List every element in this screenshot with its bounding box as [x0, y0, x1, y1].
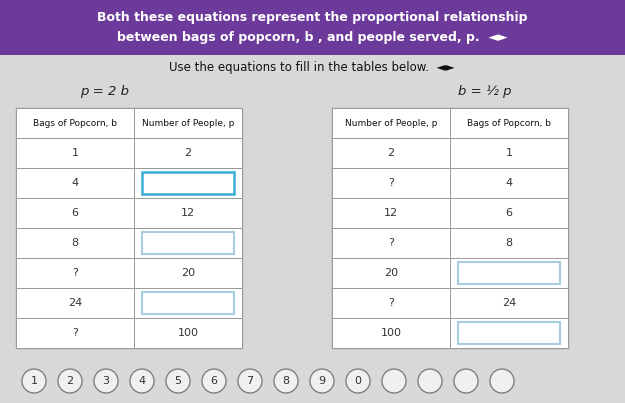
Bar	[134, 318, 242, 348]
Bar	[450, 168, 568, 198]
Text: between bags of popcorn, b , and people served, p.  ◄►: between bags of popcorn, b , and people …	[117, 31, 508, 44]
Bar	[134, 198, 242, 228]
Text: Use the equations to fill in the tables below.  ◄►: Use the equations to fill in the tables …	[169, 62, 455, 75]
Bar	[450, 228, 568, 258]
Text: ?: ?	[388, 178, 394, 188]
Bar	[0, 0, 625, 55]
Circle shape	[130, 369, 154, 393]
Text: 12: 12	[384, 208, 398, 218]
Bar	[332, 108, 450, 138]
Bar	[16, 198, 134, 228]
Text: 6: 6	[211, 376, 217, 386]
Bar	[332, 288, 450, 318]
Text: p = 2 b: p = 2 b	[81, 85, 129, 98]
Text: 20: 20	[181, 268, 195, 278]
Text: 6: 6	[506, 208, 512, 218]
Text: ?: ?	[388, 238, 394, 248]
Circle shape	[454, 369, 478, 393]
Text: ?: ?	[72, 268, 78, 278]
Circle shape	[274, 369, 298, 393]
Circle shape	[238, 369, 262, 393]
Bar	[142, 292, 234, 314]
Text: 100: 100	[177, 328, 199, 338]
Text: 1: 1	[506, 148, 512, 158]
Bar	[16, 108, 134, 138]
Bar	[134, 228, 242, 258]
Text: 100: 100	[381, 328, 401, 338]
Text: ?: ?	[72, 328, 78, 338]
Text: 6: 6	[71, 208, 79, 218]
Bar	[332, 138, 450, 168]
Bar	[16, 168, 134, 198]
Text: Bags of Popcorn, b: Bags of Popcorn, b	[33, 118, 117, 127]
Circle shape	[58, 369, 82, 393]
Bar	[134, 138, 242, 168]
Text: 12: 12	[181, 208, 195, 218]
Bar	[450, 288, 568, 318]
Bar	[332, 168, 450, 198]
Circle shape	[202, 369, 226, 393]
Bar	[450, 318, 568, 348]
Text: 0: 0	[354, 376, 361, 386]
Bar	[134, 258, 242, 288]
Bar	[16, 138, 134, 168]
Circle shape	[490, 369, 514, 393]
Text: Number of People, p: Number of People, p	[345, 118, 438, 127]
Text: Both these equations represent the proportional relationship: Both these equations represent the propo…	[97, 10, 528, 23]
Text: 9: 9	[319, 376, 326, 386]
Bar	[332, 258, 450, 288]
Bar	[16, 288, 134, 318]
Circle shape	[166, 369, 190, 393]
Text: 7: 7	[246, 376, 254, 386]
Circle shape	[310, 369, 334, 393]
Bar	[450, 258, 568, 288]
Text: 3: 3	[102, 376, 109, 386]
Bar	[450, 108, 568, 138]
Circle shape	[418, 369, 442, 393]
Bar	[332, 198, 450, 228]
Text: 24: 24	[68, 298, 82, 308]
Text: 8: 8	[71, 238, 79, 248]
Text: Bags of Popcorn, b: Bags of Popcorn, b	[467, 118, 551, 127]
Text: 2: 2	[66, 376, 74, 386]
Bar	[16, 258, 134, 288]
Bar	[450, 198, 568, 228]
Bar	[142, 172, 234, 194]
Text: 1: 1	[31, 376, 38, 386]
Text: 4: 4	[71, 178, 79, 188]
Bar	[16, 318, 134, 348]
Bar	[332, 108, 568, 348]
Text: b = ½ p: b = ½ p	[458, 85, 512, 98]
Text: 4: 4	[506, 178, 512, 188]
Circle shape	[382, 369, 406, 393]
Text: 5: 5	[174, 376, 181, 386]
Bar	[332, 228, 450, 258]
Bar	[16, 228, 134, 258]
Text: Number of People, p: Number of People, p	[142, 118, 234, 127]
Circle shape	[94, 369, 118, 393]
Bar	[16, 108, 242, 348]
Bar	[450, 138, 568, 168]
Bar	[134, 288, 242, 318]
Text: 8: 8	[282, 376, 289, 386]
Text: 24: 24	[502, 298, 516, 308]
Circle shape	[22, 369, 46, 393]
Bar	[142, 232, 234, 254]
Text: 20: 20	[384, 268, 398, 278]
Bar	[332, 318, 450, 348]
Bar	[134, 168, 242, 198]
Bar	[458, 322, 560, 344]
Text: 4: 4	[139, 376, 146, 386]
Text: 2: 2	[388, 148, 394, 158]
Text: 8: 8	[506, 238, 512, 248]
Circle shape	[346, 369, 370, 393]
Text: ?: ?	[388, 298, 394, 308]
Bar	[458, 262, 560, 284]
Text: 2: 2	[184, 148, 191, 158]
Text: 1: 1	[71, 148, 79, 158]
Bar	[134, 108, 242, 138]
